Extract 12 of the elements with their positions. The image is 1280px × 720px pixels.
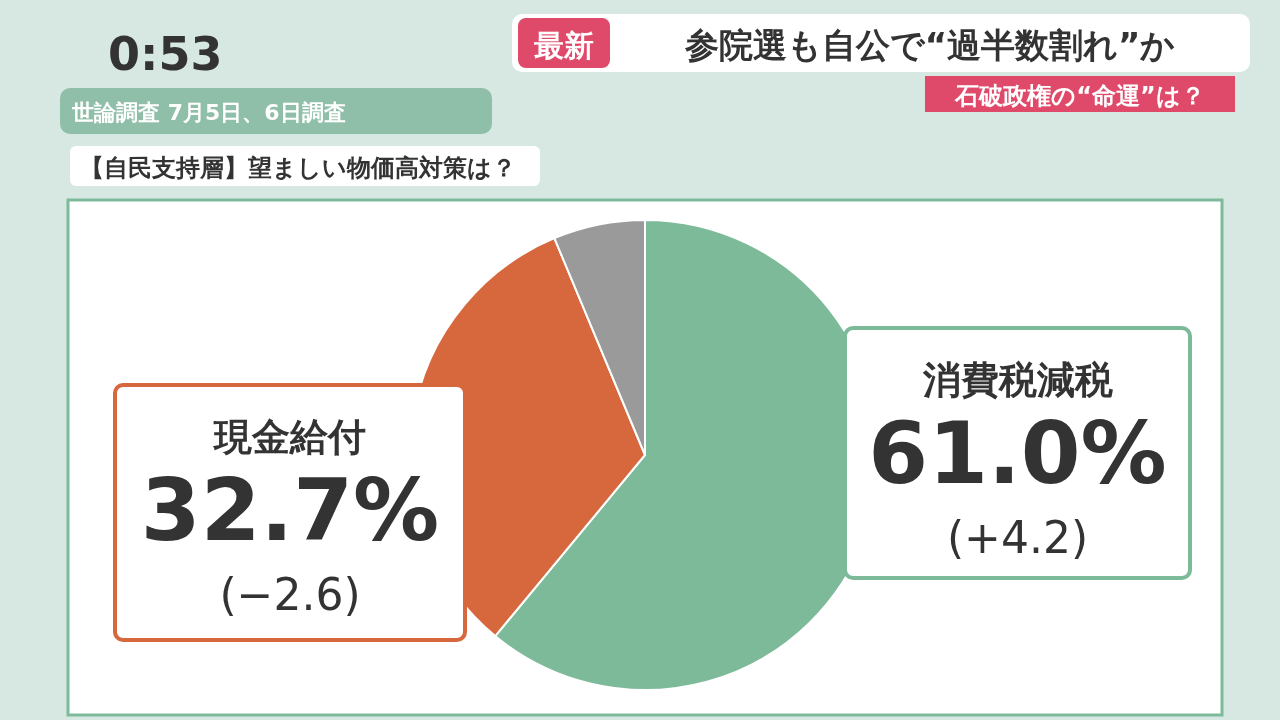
data-label: 32.7% [140,460,440,560]
text: 0:53 [108,27,223,81]
slice-label: 消費税減税 [921,358,1113,402]
text: (+4.2) [946,512,1089,563]
chart-title: 【自民支持層】望ましい物価高対策は？ [80,154,516,182]
slice-label: 現金給付 [212,415,366,459]
chart-subtitle: 世論調査 7月5日、6日調査 [71,100,346,125]
text: 最新 [534,28,594,63]
text: 参院選も自公で“過半数割れ”か [683,25,1176,65]
data-label: 61.0% [868,403,1167,503]
text: (−2.6) [219,569,361,620]
text: 石破政権の“命運”は？ [954,82,1205,110]
